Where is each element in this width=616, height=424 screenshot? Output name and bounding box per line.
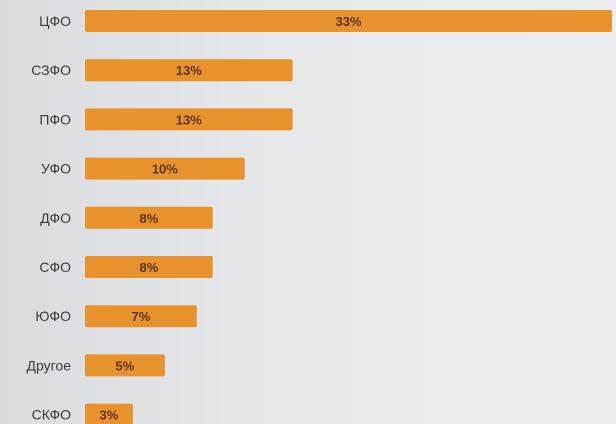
category-label: СКФО: [32, 407, 71, 423]
data-label: 33%: [335, 14, 361, 29]
data-label: 13%: [176, 63, 202, 78]
bar: [85, 305, 197, 328]
bar: [85, 59, 293, 82]
category-label: СФО: [39, 259, 71, 275]
bar: [85, 403, 133, 424]
bar: [85, 108, 293, 131]
data-label: 3%: [100, 408, 119, 423]
bar: [85, 157, 245, 180]
data-label: 10%: [152, 162, 178, 177]
category-label: Другое: [27, 357, 72, 373]
category-label: УФО: [41, 161, 71, 177]
data-label: 13%: [176, 112, 202, 127]
value-labels: 33% 13% 13% 10% 8% 8% 7% 5% 3%: [100, 14, 362, 423]
category-label: ЦФО: [39, 13, 71, 29]
data-label: 8%: [139, 211, 158, 226]
bar: [85, 10, 612, 32]
category-label: ПФО: [39, 111, 71, 127]
category-label: ДФО: [40, 210, 71, 226]
data-label: 8%: [139, 260, 158, 275]
data-label: 7%: [131, 309, 150, 324]
data-label: 5%: [116, 358, 135, 373]
bar: [85, 256, 213, 278]
category-label: СЗФО: [31, 62, 71, 78]
bars: [85, 10, 612, 424]
category-labels: ЦФО СЗФО ПФО УФО ДФО СФО ЮФО Другое СКФО: [27, 13, 72, 423]
bar: [85, 206, 213, 229]
bar: [85, 354, 165, 377]
category-label: ЮФО: [35, 308, 71, 324]
